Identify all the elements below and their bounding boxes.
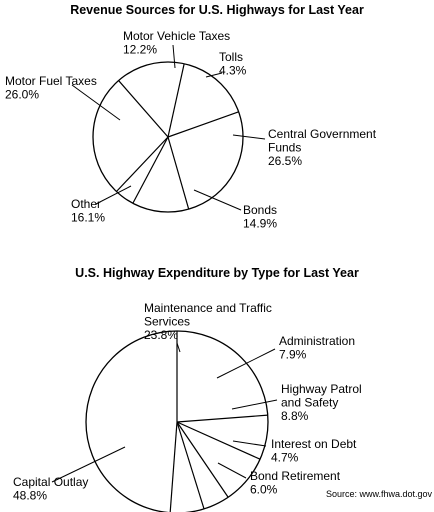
slice-boundary <box>167 136 190 210</box>
slice-label: Other <box>71 197 101 211</box>
slice-label: Bond Retirement <box>250 469 341 483</box>
slice-boundary <box>118 80 169 138</box>
slice-leader-line <box>232 134 266 140</box>
revenue-chart-title: Revenue Sources for U.S. Highways for La… <box>70 3 364 17</box>
slice-label: Services <box>144 315 190 329</box>
source-note: Source: www.fhwa.dot.gov <box>326 489 433 499</box>
slice-label: Capital Outlay <box>13 475 88 489</box>
slice-label: Highway Patrol <box>281 382 362 396</box>
slice-leader-line <box>231 399 278 410</box>
slice-value-label: 4.7% <box>271 451 299 465</box>
expenditure-chart-title: U.S. Highway Expenditure by Type for Las… <box>75 266 359 280</box>
slice-boundary <box>132 136 169 204</box>
slice-value-label: 48.8% <box>13 489 47 503</box>
slice-value-label: 26.5% <box>268 154 302 168</box>
slice-label: Maintenance and Traffic <box>144 301 272 315</box>
slice-leader-line <box>176 342 181 353</box>
slice-label: and Safety <box>281 396 338 410</box>
slice-value-label: 7.9% <box>279 348 307 362</box>
slice-boundary <box>169 421 178 512</box>
slice-boundary <box>167 111 239 138</box>
slice-leader-line <box>205 72 223 78</box>
slice-leader-line <box>193 189 242 211</box>
slice-label: Motor Vehicle Taxes <box>123 29 230 43</box>
slice-value-label: 12.2% <box>123 43 157 57</box>
slice-leader-line <box>232 440 267 447</box>
slice-value-label: 26.0% <box>5 88 39 102</box>
slice-label: Motor Fuel Taxes <box>5 74 97 88</box>
slice-leader-line <box>71 84 121 121</box>
slice-label: Administration <box>279 334 355 348</box>
slice-boundary <box>176 421 205 510</box>
slice-value-label: 4.3% <box>219 64 247 78</box>
slice-label: Funds <box>268 141 301 155</box>
slice-leader-line <box>95 185 132 205</box>
slice-label: Central Government <box>268 127 377 141</box>
slice-boundary <box>116 136 169 192</box>
slice-value-label: 6.0% <box>250 483 278 497</box>
slice-boundary <box>176 421 261 460</box>
slice-value-label: 23.8% <box>144 328 178 342</box>
slice-leader-line <box>172 44 176 69</box>
slice-boundary <box>176 421 229 498</box>
slice-leader-line <box>51 446 126 483</box>
slice-label: Tolls <box>219 50 243 64</box>
slice-value-label: 8.8% <box>281 409 309 423</box>
slice-value-label: 14.9% <box>243 217 277 231</box>
slice-value-label: 16.1% <box>71 211 105 225</box>
slice-leader-line <box>217 462 247 479</box>
slice-boundary <box>176 414 268 423</box>
slice-boundary <box>167 63 185 138</box>
slice-leader-line <box>216 348 276 379</box>
slice-label: Bonds <box>243 203 277 217</box>
slice-label: Interest on Debt <box>271 437 357 451</box>
